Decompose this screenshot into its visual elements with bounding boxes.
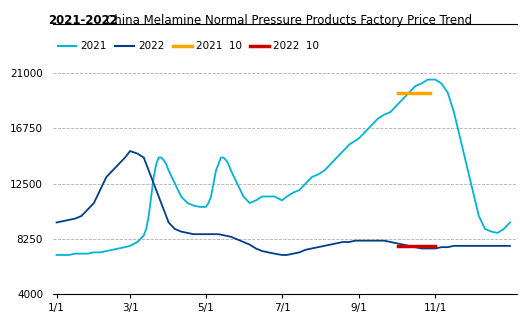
- Text: China Melamine Normal Pressure Products Factory Price Trend: China Melamine Normal Pressure Products …: [106, 14, 473, 27]
- Text: 2021-2022: 2021-2022: [48, 14, 118, 27]
- Legend: 2021, 2022, 2021  10, 2022  10: 2021, 2022, 2021 10, 2022 10: [53, 37, 323, 55]
